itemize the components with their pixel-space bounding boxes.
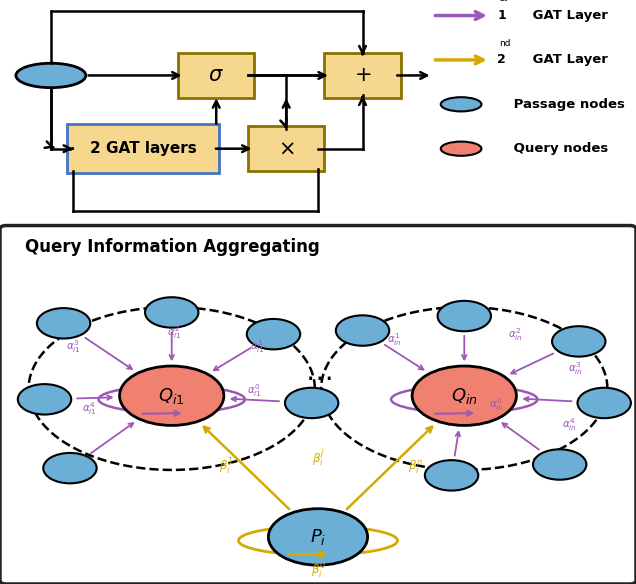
Text: GAT Layer: GAT Layer [528,9,608,22]
Circle shape [441,141,481,156]
Text: $\beta^n_i$: $\beta^n_i$ [408,458,424,476]
Text: $\cdots$: $\cdots$ [305,364,331,392]
Circle shape [37,308,90,339]
Text: $\alpha^0_{in}$: $\alpha^0_{in}$ [488,397,504,413]
Circle shape [145,297,198,328]
Text: $Q_{in}$: $Q_{in}$ [451,385,478,406]
Circle shape [533,449,586,479]
Text: $\alpha^4_{in}$: $\alpha^4_{in}$ [562,416,577,433]
Circle shape [336,315,389,346]
FancyBboxPatch shape [248,127,324,171]
Text: $\alpha^1_{i1}$: $\alpha^1_{i1}$ [250,339,265,355]
Text: $P_i$: $P_i$ [310,527,326,547]
FancyBboxPatch shape [0,225,636,584]
Text: nd: nd [499,39,511,48]
Text: 2 GAT layers: 2 GAT layers [90,141,197,156]
Circle shape [438,301,491,331]
Text: $\alpha^1_{in}$: $\alpha^1_{in}$ [387,331,402,348]
Circle shape [247,319,300,349]
Circle shape [268,509,368,565]
Text: Passage nodes: Passage nodes [509,98,625,111]
Text: $Q_{i1}$: $Q_{i1}$ [158,385,185,406]
Text: $\alpha^3_{i1}$: $\alpha^3_{i1}$ [66,339,81,355]
FancyBboxPatch shape [67,124,219,173]
FancyBboxPatch shape [324,53,401,98]
Circle shape [425,460,478,491]
Text: $\alpha^2_{i1}$: $\alpha^2_{i1}$ [167,324,183,340]
Text: 1: 1 [497,9,506,22]
Text: st: st [499,0,508,4]
Text: $\beta^j_i$: $\beta^j_i$ [312,447,324,468]
Circle shape [441,97,481,112]
Text: $\alpha^3_{in}$: $\alpha^3_{in}$ [568,360,583,377]
Text: $\sigma$: $\sigma$ [209,65,224,85]
Text: Query nodes: Query nodes [509,142,608,155]
Text: $+$: $+$ [354,65,371,85]
Text: GAT Layer: GAT Layer [528,53,608,67]
Text: $\beta^0_i$: $\beta^0_i$ [310,561,326,582]
Circle shape [577,388,631,418]
Text: $\alpha^0_{i1}$: $\alpha^0_{i1}$ [247,382,262,399]
Text: Query Information Aggregating: Query Information Aggregating [25,238,320,256]
Circle shape [552,326,605,357]
Text: $\alpha^2_{in}$: $\alpha^2_{in}$ [508,326,523,343]
Text: $\beta^1_i$: $\beta^1_i$ [219,457,234,477]
Circle shape [16,63,86,88]
Text: 2: 2 [497,53,506,67]
Circle shape [120,366,224,425]
Circle shape [18,384,71,415]
Circle shape [43,453,97,484]
FancyBboxPatch shape [178,53,254,98]
Text: $\alpha^4_{i1}$: $\alpha^4_{i1}$ [81,400,97,417]
Circle shape [285,388,338,418]
Circle shape [412,366,516,425]
Text: $\times$: $\times$ [278,138,294,159]
